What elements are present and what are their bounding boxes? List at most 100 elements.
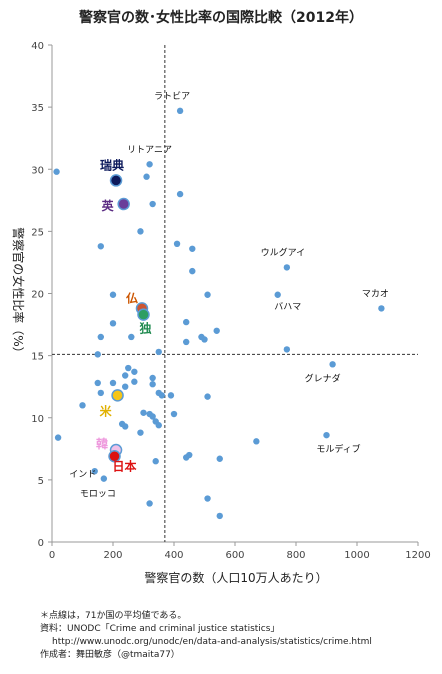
y-tick-label: 10	[31, 414, 44, 425]
country-point	[137, 308, 150, 321]
data-point	[109, 379, 117, 387]
annotation-label: リトアニア	[127, 145, 172, 155]
data-point	[131, 368, 138, 375]
y-tick-label: 25	[31, 227, 44, 238]
data-point	[155, 422, 162, 429]
chart-title: 警察官の数･女性比率の国際比較（2012年）	[79, 9, 363, 26]
y-tick-label: 0	[38, 538, 44, 549]
data-point	[131, 378, 138, 385]
data-point	[183, 318, 190, 326]
note-source: 資料：UNODC「Crime and criminal justice stat…	[40, 624, 280, 634]
country-label: 独	[138, 321, 151, 336]
y-tick-label: 15	[31, 352, 44, 363]
data-point	[149, 374, 156, 382]
data-point	[176, 190, 184, 198]
country-label: 瑞典	[100, 157, 124, 172]
x-tick-label: 400	[164, 550, 183, 561]
country-point	[109, 174, 123, 187]
data-point	[146, 161, 153, 168]
annotation-label: マカオ	[362, 288, 389, 299]
data-point	[213, 327, 220, 334]
country-point	[108, 450, 121, 463]
data-point	[54, 434, 62, 441]
x-tick-label: 800	[286, 550, 305, 561]
data-point	[118, 420, 126, 428]
country-label: 仏	[126, 291, 138, 305]
x-tick-label: 200	[103, 550, 122, 561]
data-point	[149, 381, 156, 388]
y-tick-label: 30	[31, 165, 44, 176]
data-point	[158, 392, 165, 399]
data-point	[97, 333, 105, 341]
data-point	[173, 240, 181, 247]
x-tick-label: 1200	[405, 550, 430, 561]
data-point	[152, 458, 159, 465]
data-point	[94, 351, 101, 358]
annotation-label: モルディブ	[316, 443, 360, 455]
data-point	[216, 512, 223, 520]
data-point	[323, 431, 330, 439]
y-tick-label: 5	[38, 476, 44, 487]
data-point	[176, 107, 184, 115]
data-point	[137, 429, 144, 436]
scatter-chart: 警察官の数･女性比率の国際比較（2012年） 0 200 400 600 800 1000…	[11, 9, 431, 585]
country-point	[111, 389, 124, 402]
note-author: 作成者：舞田敏彦（@tmaita77）	[40, 650, 180, 660]
data-point	[91, 467, 98, 475]
annotation-label: ラトビア	[154, 91, 190, 102]
data-point	[329, 361, 336, 368]
data-point	[170, 410, 178, 418]
data-point	[204, 393, 211, 400]
data-point	[97, 243, 105, 250]
data-point	[79, 402, 86, 409]
data-point	[140, 409, 147, 416]
data-point	[97, 389, 105, 397]
data-point	[122, 383, 129, 390]
chart-notes: ＊点線は，71か国の平均値である。 資料：UNODC「Crime and cri…	[40, 610, 440, 662]
data-point	[109, 320, 117, 327]
note-average-line: ＊点線は，71か国の平均値である。	[40, 611, 187, 621]
y-axis-title: 警察官の女性比率（%）	[11, 227, 26, 358]
data-point	[128, 333, 135, 341]
data-point	[189, 267, 196, 275]
data-point	[149, 413, 156, 420]
data-point	[155, 348, 162, 356]
annotation-label: バハマ	[274, 302, 301, 313]
data-point	[216, 455, 223, 462]
data-point	[109, 291, 117, 298]
data-point	[122, 372, 129, 379]
country-label: 米	[100, 403, 113, 418]
data-point	[100, 475, 108, 482]
data-point	[253, 438, 260, 445]
note-source-url: http://www.unodc.org/unodc/en/data-and-a…	[52, 637, 372, 647]
data-point	[143, 173, 150, 180]
data-point	[283, 264, 291, 271]
x-tick-label: 600	[225, 550, 244, 561]
x-axis-title: 警察官の数（人口10万人あたり）	[144, 570, 327, 585]
data-point	[53, 168, 60, 175]
data-point	[146, 500, 153, 507]
y-tick-label: 40	[31, 41, 44, 52]
data-point	[189, 245, 196, 252]
y-tick-label: 20	[31, 290, 44, 301]
data-point	[204, 291, 211, 298]
annotation-label: ウルグアイ	[261, 246, 306, 258]
country-label: 韓	[96, 436, 108, 451]
data-point	[167, 392, 175, 399]
country-label: 日本	[113, 458, 137, 473]
data-point	[378, 305, 385, 312]
data-point	[125, 364, 132, 372]
country-label: 英	[102, 198, 115, 213]
data-points	[53, 107, 385, 520]
data-point	[198, 333, 205, 341]
y-tick-label: 35	[31, 103, 44, 114]
annotation-label: モロッコ	[80, 490, 116, 500]
annotation-label: インド	[69, 470, 96, 480]
data-point	[183, 338, 190, 346]
data-point	[283, 346, 291, 353]
data-point	[137, 228, 144, 235]
data-point	[183, 454, 190, 461]
plot-area: 0 200 400 600 800 1000 1200 0 5 10 15 20 25 30 35 40	[31, 41, 430, 561]
data-point	[204, 495, 211, 502]
